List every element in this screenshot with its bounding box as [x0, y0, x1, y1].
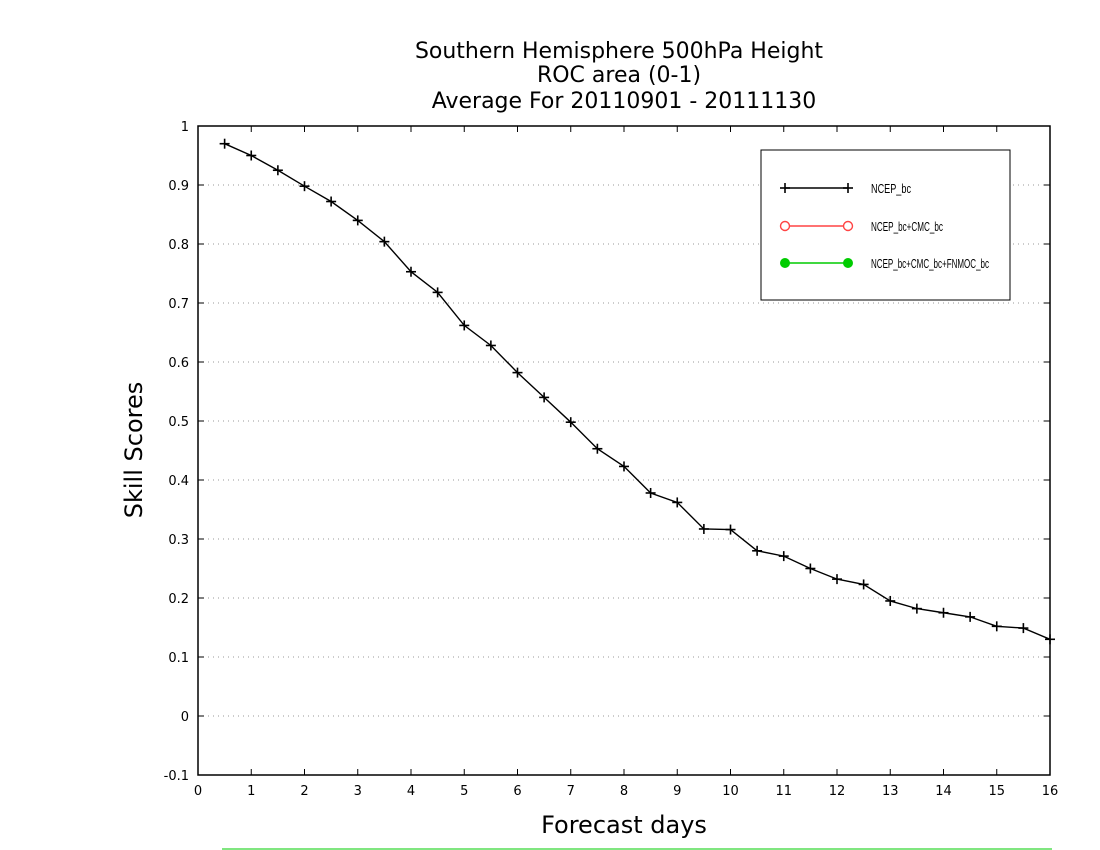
chart-title-line-3: Average For 20110901 - 20111130 [432, 89, 817, 114]
data-point [299, 181, 310, 192]
x-axis-label: Forecast days [541, 811, 707, 839]
data-point [698, 523, 709, 534]
y-tick-label: 0 [181, 710, 189, 725]
legend: NCEP_bc NCEP_bc+CMC_bc NCEP_bc+CMC_bc+FNMO… [760, 149, 1011, 301]
y-axis-ticks: -0.1 0 0.1 0.2 0.3 0.4 0.5 0.6 0.7 0.8 0.9 1 [164, 120, 1050, 784]
data-point [645, 487, 656, 498]
x-tick-label: 0 [194, 784, 202, 799]
data-point [672, 497, 683, 508]
data-point [272, 165, 283, 176]
data-point [246, 150, 257, 161]
data-point [991, 621, 1002, 632]
x-tick-label: 6 [513, 784, 521, 799]
data-point [512, 367, 523, 378]
data-point [485, 340, 496, 351]
data-point [778, 551, 789, 562]
series-layer [219, 138, 1055, 645]
x-tick-label: 16 [1042, 784, 1059, 799]
legend-label: NCEP_bc+CMC_bc [871, 219, 943, 234]
data-point [911, 603, 922, 614]
x-tick-label: 14 [935, 784, 952, 799]
legend-marker [843, 258, 853, 268]
y-tick-label: 0.3 [168, 533, 189, 548]
y-tick-label: 0.5 [168, 415, 189, 430]
data-point [885, 595, 896, 606]
legend-marker [842, 220, 854, 232]
legend-item: NCEP_bc+CMC_bc+FNMOC_bc [780, 256, 989, 271]
grid-lines [198, 184, 1050, 717]
data-point [352, 215, 363, 226]
y-tick-label: 0.1 [168, 651, 189, 666]
x-tick-label: 15 [988, 784, 1005, 799]
data-point [619, 461, 629, 472]
x-tick-label: 13 [882, 784, 899, 799]
series-line-0 [224, 143, 1051, 640]
y-tick-label: 0.2 [168, 592, 189, 607]
data-point [938, 607, 949, 618]
legend-box [760, 149, 1011, 301]
x-tick-label: 2 [300, 784, 308, 799]
data-point [832, 574, 842, 585]
legend-label: NCEP_bc [871, 181, 911, 196]
data-point [1018, 623, 1029, 634]
data-point [565, 417, 576, 428]
legend-marker [779, 220, 791, 232]
data-point [326, 196, 337, 207]
y-tick-label: 0.7 [168, 297, 189, 312]
y-tick-label: -0.1 [164, 769, 189, 784]
x-tick-label: 10 [722, 784, 739, 799]
legend-label: NCEP_bc+CMC_bc+FNMOC_bc [871, 256, 989, 271]
data-point [805, 563, 816, 574]
data-point [1045, 634, 1055, 645]
chart-title-line-1: Southern Hemisphere 500hPa Height [415, 39, 823, 64]
x-tick-label: 8 [620, 784, 628, 799]
data-point [459, 320, 470, 331]
y-tick-label: 0.9 [168, 179, 189, 194]
x-tick-label: 12 [829, 784, 846, 799]
data-point [539, 392, 550, 403]
data-point [219, 138, 230, 149]
x-tick-label: 7 [567, 784, 575, 799]
data-point [432, 287, 443, 298]
data-point [965, 611, 976, 622]
data-point [379, 236, 390, 247]
data-point [725, 524, 736, 535]
legend-marker [780, 258, 790, 268]
x-tick-label: 1 [247, 784, 255, 799]
data-point [406, 266, 416, 277]
plot-frame [197, 125, 1051, 776]
x-tick-label: 9 [673, 784, 681, 799]
chart-title-block: Southern Hemisphere 500hPa Height ROC ar… [415, 39, 823, 114]
data-point [752, 545, 763, 556]
x-tick-label: 4 [407, 784, 415, 799]
y-tick-label: 0.4 [168, 474, 189, 489]
x-axis-ticks: 0 1 2 3 4 5 6 7 8 9 10 11 12 13 14 15 16 [194, 126, 1058, 799]
chart-title-line-2: ROC area (0-1) [537, 63, 701, 88]
y-tick-label: 0.8 [168, 238, 189, 253]
data-point [592, 443, 603, 454]
x-tick-label: 5 [460, 784, 468, 799]
data-point [858, 579, 869, 590]
y-axis-label: Skill Scores [120, 382, 148, 519]
y-tick-label: 0.6 [168, 356, 189, 371]
legend-item: NCEP_bc+CMC_bc [779, 219, 943, 234]
x-tick-label: 11 [775, 784, 792, 799]
legend-item: NCEP_bc [780, 181, 911, 196]
x-tick-label: 3 [354, 784, 362, 799]
y-tick-label: 1 [181, 120, 189, 135]
